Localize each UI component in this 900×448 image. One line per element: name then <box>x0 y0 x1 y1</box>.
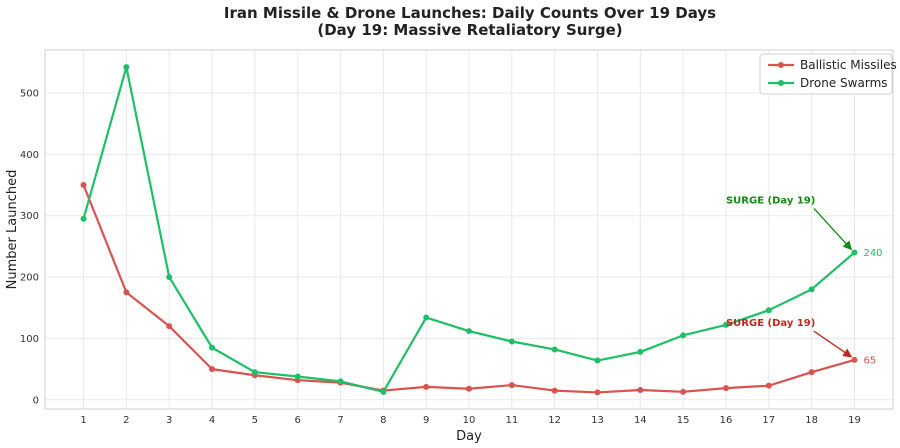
x-tick-label: 2 <box>123 415 129 426</box>
x-tick-label: 19 <box>848 415 861 426</box>
x-tick-label: 5 <box>252 415 258 426</box>
y-axis-label: Number Launched <box>5 170 20 290</box>
data-point-drone <box>337 378 344 385</box>
chart-title: Iran Missile & Drone Launches: Daily Cou… <box>224 4 716 22</box>
y-tick-label: 400 <box>20 150 39 161</box>
x-tick-label: 13 <box>591 415 604 426</box>
legend-label-ballistic: Ballistic Missiles <box>800 58 897 72</box>
grid <box>45 50 893 409</box>
y-tick-label: 0 <box>33 395 39 406</box>
data-point-ballistic <box>80 182 87 189</box>
data-point-ballistic <box>808 369 815 376</box>
x-tick-label: 8 <box>380 415 386 426</box>
data-point-drone <box>722 321 729 328</box>
data-point-ballistic <box>594 389 601 396</box>
end-value-label: 65 <box>863 355 876 366</box>
data-point-drone <box>551 346 558 353</box>
data-point-drone <box>80 215 87 222</box>
plot-area <box>44 49 894 410</box>
data-point-ballistic <box>680 388 687 395</box>
end-value-label: 240 <box>863 248 882 259</box>
surge-annotation-arrow <box>813 207 853 251</box>
data-point-ballistic <box>765 382 772 389</box>
x-tick-label: 6 <box>294 415 300 426</box>
series-group <box>80 64 858 396</box>
data-point-drone <box>166 274 173 281</box>
series-drone <box>80 64 858 395</box>
x-tick-label: 12 <box>548 415 561 426</box>
data-point-ballistic <box>209 366 216 373</box>
x-tick-label: 7 <box>337 415 343 426</box>
x-tick-label: 3 <box>166 415 172 426</box>
y-tick-label: 300 <box>20 211 39 222</box>
data-point-ballistic <box>851 356 858 363</box>
x-tick-label: 17 <box>762 415 775 426</box>
surge-annotation-text: SURGE (Day 19) <box>726 318 815 329</box>
x-axis-label: Day <box>456 429 482 444</box>
annotations: SURGE (Day 19) SURGE (Day 19) 240 65 <box>726 195 883 366</box>
data-point-drone <box>466 328 472 335</box>
data-point-drone <box>123 64 130 71</box>
data-point-ballistic <box>637 386 644 393</box>
data-point-ballistic <box>123 289 130 296</box>
x-tick-label: 11 <box>505 415 518 426</box>
x-axis-ticks: 1 2 3 4 5 6 7 8 9 10 11 12 13 14 15 16 17 18 19 <box>80 415 860 426</box>
data-point-drone <box>851 249 858 256</box>
surge-annotation-text: SURGE (Day 19) <box>726 195 815 206</box>
data-point-drone <box>765 307 772 314</box>
data-point-drone <box>423 314 430 321</box>
data-point-ballistic <box>423 383 430 390</box>
data-point-ballistic <box>508 382 515 389</box>
x-tick-label: 4 <box>209 415 215 426</box>
surge-annotation-arrow <box>813 330 853 358</box>
data-point-ballistic <box>722 385 729 392</box>
x-tick-label: 1 <box>80 415 86 426</box>
data-point-ballistic <box>466 385 472 392</box>
data-point-drone <box>680 332 687 339</box>
data-point-drone <box>251 369 258 376</box>
data-point-drone <box>209 344 216 351</box>
y-axis-ticks: 0 100 200 300 400 500 <box>20 88 39 406</box>
legend-swatch-drone-marker <box>778 80 784 86</box>
data-point-drone <box>808 286 815 293</box>
x-tick-label: 18 <box>805 415 818 426</box>
data-point-drone <box>508 338 515 345</box>
data-point-drone <box>637 348 644 355</box>
data-point-drone <box>380 388 387 395</box>
data-point-drone <box>294 373 301 380</box>
legend-swatch-ballistic-marker <box>778 62 784 68</box>
data-point-ballistic <box>551 387 558 394</box>
x-tick-label: 14 <box>634 415 647 426</box>
x-tick-label: 16 <box>720 415 733 426</box>
y-tick-label: 100 <box>20 334 39 345</box>
data-point-ballistic <box>166 323 173 330</box>
y-tick-label: 500 <box>20 88 39 99</box>
y-tick-label: 200 <box>20 273 39 284</box>
legend-label-drone: Drone Swarms <box>800 76 888 90</box>
x-tick-label: 15 <box>677 415 690 426</box>
data-point-drone <box>594 357 601 364</box>
legend: Ballistic Missiles Drone Swarms <box>759 53 897 95</box>
x-tick-label: 10 <box>463 415 476 426</box>
chart-subtitle: (Day 19: Massive Retaliatory Surge) <box>317 21 622 39</box>
x-tick-label: 9 <box>423 415 429 426</box>
